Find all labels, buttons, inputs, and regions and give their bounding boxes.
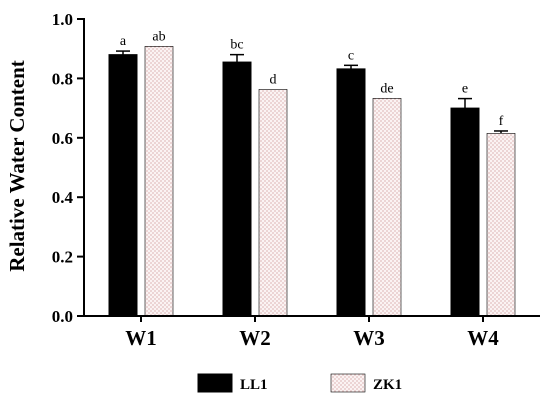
y-tick-label-4: 0.8 bbox=[52, 69, 73, 88]
significance-label-zk1-w3: de bbox=[380, 81, 393, 96]
bar-zk1-w4 bbox=[486, 133, 516, 317]
significance-label-ll1-w1: a bbox=[120, 34, 127, 49]
bars bbox=[108, 46, 516, 317]
bar-ll1-w2 bbox=[222, 61, 252, 317]
legend: LL1 ZK1 bbox=[197, 373, 402, 393]
significance-label-ll1-w2: bc bbox=[230, 38, 243, 53]
bar-ll1-w1 bbox=[108, 54, 138, 317]
significance-label-zk1-w1: ab bbox=[152, 29, 165, 44]
significance-label-zk1-w4: f bbox=[499, 114, 504, 129]
bar-zk1-w3 bbox=[372, 97, 402, 317]
bar-zk1-w2 bbox=[258, 89, 288, 317]
y-tick-label-0: 0.0 bbox=[52, 307, 73, 326]
y-axis-ticks: 0.0 0.2 0.4 0.6 0.8 1.0 bbox=[52, 10, 84, 326]
legend-label-zk1: ZK1 bbox=[373, 377, 402, 393]
error-bars bbox=[116, 50, 508, 134]
legend-label-ll1: LL1 bbox=[240, 377, 268, 393]
bar-zk1-w1 bbox=[144, 46, 174, 317]
x-tick-label-w1: W1 bbox=[125, 326, 157, 350]
y-tick-label-2: 0.4 bbox=[52, 188, 74, 207]
y-tick-label-3: 0.6 bbox=[52, 129, 73, 148]
legend-swatch-zk1 bbox=[330, 373, 366, 393]
x-tick-label-w2: W2 bbox=[239, 326, 271, 350]
legend-swatch-ll1 bbox=[197, 373, 233, 393]
significance-label-zk1-w2: d bbox=[270, 72, 277, 87]
axes bbox=[83, 18, 540, 317]
bar-ll1-w3 bbox=[336, 68, 366, 317]
y-tick-label-1: 0.2 bbox=[52, 248, 73, 267]
x-tick-label-w3: W3 bbox=[353, 326, 385, 350]
x-axis-labels: W1 W2 W3 W4 bbox=[125, 316, 499, 350]
significance-label-ll1-w4: e bbox=[462, 82, 468, 97]
significance-labels: a ab bc d c de e f bbox=[120, 29, 504, 129]
bar-ll1-w4 bbox=[450, 107, 480, 317]
significance-label-ll1-w3: c bbox=[348, 48, 354, 63]
x-tick-label-w4: W4 bbox=[467, 326, 499, 350]
y-axis-label: Relative Water Content bbox=[5, 60, 29, 272]
y-tick-label-5: 1.0 bbox=[52, 10, 73, 29]
